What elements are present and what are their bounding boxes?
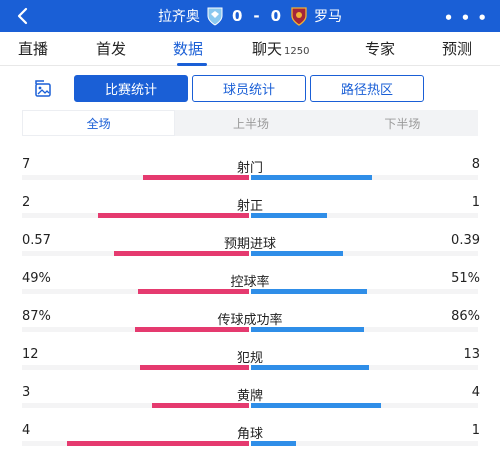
away-stat-bar [251, 289, 367, 294]
away-stat-bar [251, 441, 296, 446]
home-stat-value: 0.57 [22, 233, 51, 248]
home-stat-bar [152, 403, 249, 408]
segment-match-stats[interactable]: 比赛统计 [74, 75, 188, 102]
score-separator: - [253, 7, 261, 25]
home-stat-value: 49% [22, 271, 51, 286]
period-second-half[interactable]: 下半场 [384, 116, 421, 131]
stats-segment-control: 比赛统计 球员统计 路径热区 [74, 75, 424, 102]
main-tabs: 直播 首发 数据 聊天 1250 专家 预测 [0, 32, 500, 66]
home-stat-bar [67, 441, 249, 446]
period-selector: 全场 上半场 下半场 [22, 110, 478, 136]
chat-count: 1250 [284, 46, 310, 57]
away-stat-bar [251, 403, 381, 408]
away-stat-value: 13 [463, 347, 480, 362]
home-bar-track [22, 175, 249, 180]
away-stat-value: 51% [451, 271, 480, 286]
share-image-icon[interactable] [32, 78, 54, 100]
stat-label: 角球 [236, 427, 263, 442]
home-bar-track [22, 403, 249, 408]
home-stat-value: 4 [22, 423, 31, 438]
away-bar-track [251, 213, 478, 218]
match-header: 拉齐奥 0 - 0 罗马 • • • [0, 0, 500, 32]
away-bar-track [251, 327, 478, 332]
home-stat-bar [143, 175, 249, 180]
away-stat-bar [251, 251, 343, 256]
stats-toolbar: 比赛统计 球员统计 路径热区 [0, 72, 500, 106]
roma-crest-icon [291, 7, 307, 26]
stat-row: 3 黄牌 4 [0, 374, 500, 412]
home-stat-bar [135, 327, 249, 332]
away-stat-value: 8 [471, 157, 480, 172]
home-bar-track [22, 365, 249, 370]
home-bar-track [22, 289, 249, 294]
home-stat-value: 12 [22, 347, 39, 362]
stat-label: 射门 [236, 161, 263, 176]
away-stat-value: 1 [471, 195, 480, 210]
home-stat-bar [114, 251, 249, 256]
stat-label: 传球成功率 [217, 313, 283, 328]
stat-row: 12 犯规 13 [0, 336, 500, 374]
period-first-half[interactable]: 上半场 [232, 116, 269, 131]
stat-row: 49% 控球率 51% [0, 260, 500, 298]
away-stat-bar [251, 327, 364, 332]
home-stat-value: 87% [22, 309, 51, 324]
home-stat-bar [140, 365, 249, 370]
away-stat-value: 4 [471, 385, 480, 400]
home-score: 0 [231, 7, 244, 25]
tab-chat-label: 聊天 [252, 40, 283, 58]
away-stat-value: 0.39 [451, 233, 480, 248]
match-scoreline: 拉齐奥 0 - 0 罗马 [0, 0, 500, 32]
home-stat-value: 7 [22, 157, 31, 172]
away-bar-track [251, 251, 478, 256]
period-full-match[interactable]: 全场 [22, 110, 176, 136]
away-stat-value: 1 [471, 423, 480, 438]
home-team-name: 拉齐奥 [157, 9, 200, 25]
active-tab-indicator [177, 63, 207, 66]
stat-label: 犯规 [236, 351, 263, 366]
stat-row: 7 射门 8 [0, 146, 500, 184]
tab-predictions[interactable]: 预测 [442, 40, 473, 58]
stat-label: 射正 [236, 199, 263, 214]
stat-row: 0.57 预期进球 0.39 [0, 222, 500, 260]
stat-row: 4 角球 1 [0, 412, 500, 450]
stat-row: 2 射正 1 [0, 184, 500, 222]
away-team-name: 罗马 [314, 9, 343, 25]
lazio-crest-icon [207, 7, 223, 26]
home-stat-bar [138, 289, 249, 294]
tab-live[interactable]: 直播 [18, 40, 49, 58]
away-stat-bar [251, 365, 369, 370]
home-stat-value: 2 [22, 195, 31, 210]
stat-label: 预期进球 [223, 237, 276, 252]
back-arrow-icon[interactable] [12, 5, 34, 27]
away-stat-bar [251, 213, 327, 218]
away-stat-value: 86% [451, 309, 480, 324]
stat-label: 黄牌 [236, 389, 263, 404]
segment-player-stats[interactable]: 球员统计 [192, 75, 306, 102]
stat-label: 控球率 [230, 275, 270, 290]
away-score: 0 [270, 7, 283, 25]
tab-chat[interactable]: 聊天 1250 [252, 38, 309, 59]
home-stat-bar [98, 213, 249, 218]
tab-experts[interactable]: 专家 [365, 40, 396, 58]
more-options-icon[interactable]: • • • [443, 9, 488, 27]
tab-lineup[interactable]: 首发 [96, 40, 127, 58]
stat-row: 87% 传球成功率 86% [0, 298, 500, 336]
tab-stats[interactable]: 数据 [173, 40, 204, 58]
segment-heatmap[interactable]: 路径热区 [310, 75, 424, 102]
home-stat-value: 3 [22, 385, 31, 400]
away-stat-bar [251, 175, 372, 180]
